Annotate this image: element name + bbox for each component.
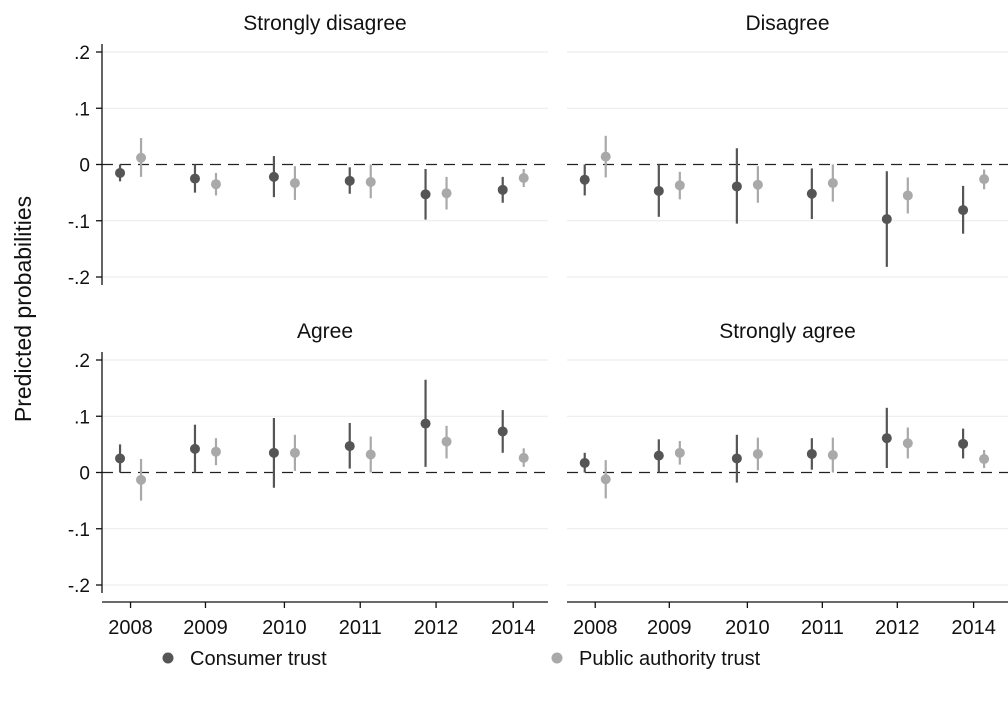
legend-label: Consumer trust: [190, 648, 327, 670]
legend-marker-consumer-trust: [162, 652, 174, 664]
legend-label: Public authority trust: [579, 648, 761, 670]
point-consumer-trust: [881, 214, 892, 225]
point-public-authority-trust: [289, 178, 300, 189]
point-consumer-trust: [420, 189, 431, 200]
legend-marker-public-authority-trust: [551, 652, 563, 664]
point-consumer-trust: [958, 205, 969, 216]
y-tick-label: -.1: [68, 520, 90, 541]
panel-strongly-agree: Strongly agree 2008 2009 2010 2011 2012 2014: [567, 320, 1008, 639]
y-tick-label: -.1: [68, 212, 90, 233]
point-public-authority-trust: [518, 173, 529, 183]
point-public-authority-trust: [827, 178, 838, 189]
x-tick-label: 2009: [183, 617, 228, 639]
x-tick-label: 2008: [108, 617, 153, 639]
x-tick-label: 2012: [875, 617, 920, 639]
point-consumer-trust: [653, 450, 664, 461]
point-public-authority-trust: [518, 452, 529, 463]
point-public-authority-trust: [600, 151, 611, 162]
point-public-authority-trust: [136, 152, 147, 163]
point-public-authority-trust: [902, 438, 913, 449]
point-public-authority-trust: [210, 446, 221, 457]
point-public-authority-trust: [210, 179, 221, 190]
x-tick-label: 2014: [491, 617, 536, 639]
point-consumer-trust: [268, 171, 279, 182]
point-public-authority-trust: [674, 447, 685, 458]
point-public-authority-trust: [674, 180, 685, 191]
panels-layer: Strongly disagree .2 .1 0 -.1 -.2 Disagree Agre…: [68, 12, 1008, 639]
point-consumer-trust: [189, 443, 200, 454]
point-consumer-trust: [497, 426, 508, 437]
panel-disagree: Disagree: [567, 12, 1008, 278]
y-tick-label: 0: [79, 464, 90, 485]
panel-agree: Agree .2 .1 0 -.1 -.2 2008 2009 2010 2011 2012 2014: [68, 320, 548, 639]
point-public-authority-trust: [600, 474, 611, 485]
point-consumer-trust: [579, 457, 590, 468]
point-consumer-trust: [731, 181, 742, 192]
point-public-authority-trust: [365, 449, 376, 460]
point-public-authority-trust: [979, 454, 990, 464]
point-consumer-trust: [731, 453, 742, 464]
point-public-authority-trust: [441, 436, 452, 447]
point-consumer-trust: [806, 448, 817, 459]
x-tick-label: 2011: [339, 617, 382, 639]
legend: Consumer trust Public authority trust: [162, 648, 761, 670]
point-consumer-trust: [115, 167, 126, 178]
point-consumer-trust: [115, 453, 126, 464]
point-consumer-trust: [958, 438, 969, 449]
panel-title: Strongly agree: [719, 320, 856, 343]
y-tick-label: 0: [79, 156, 90, 177]
point-public-authority-trust: [289, 447, 300, 458]
point-consumer-trust: [420, 418, 431, 429]
point-public-authority-trust: [752, 179, 763, 190]
x-tick-label: 2011: [801, 617, 844, 639]
point-public-authority-trust: [979, 174, 990, 185]
point-consumer-trust: [344, 175, 355, 186]
panel-title: Strongly disagree: [243, 12, 406, 35]
point-public-authority-trust: [441, 188, 452, 199]
y-tick-label: .1: [74, 99, 90, 120]
x-tick-label: 2012: [414, 617, 459, 639]
y-tick-label: .2: [74, 43, 90, 64]
point-consumer-trust: [344, 441, 355, 452]
x-tick-label: 2009: [647, 617, 692, 639]
x-tick-label: 2010: [725, 617, 770, 639]
point-public-authority-trust: [827, 450, 838, 461]
x-tick-label: 2010: [262, 617, 307, 639]
panel-title: Disagree: [745, 12, 829, 35]
panel-title: Agree: [297, 320, 353, 343]
point-consumer-trust: [189, 173, 200, 184]
y-tick-label: -.2: [68, 268, 90, 289]
point-public-authority-trust: [902, 190, 913, 201]
point-consumer-trust: [579, 174, 590, 185]
point-public-authority-trust: [752, 448, 763, 459]
y-tick-label: .2: [74, 351, 90, 372]
y-tick-label: -.2: [68, 576, 90, 597]
point-consumer-trust: [268, 447, 279, 458]
x-tick-label: 2014: [951, 617, 996, 639]
y-tick-label: .1: [74, 407, 90, 428]
point-public-authority-trust: [365, 176, 376, 187]
y-axis-title: Predicted probabilities: [10, 196, 36, 422]
x-tick-label: 2008: [573, 617, 618, 639]
point-consumer-trust: [806, 188, 817, 199]
point-consumer-trust: [497, 184, 508, 195]
point-public-authority-trust: [136, 474, 147, 485]
point-consumer-trust: [881, 433, 892, 444]
point-consumer-trust: [653, 185, 664, 196]
panel-strongly-disagree: Strongly disagree .2 .1 0 -.1 -.2: [68, 12, 548, 289]
